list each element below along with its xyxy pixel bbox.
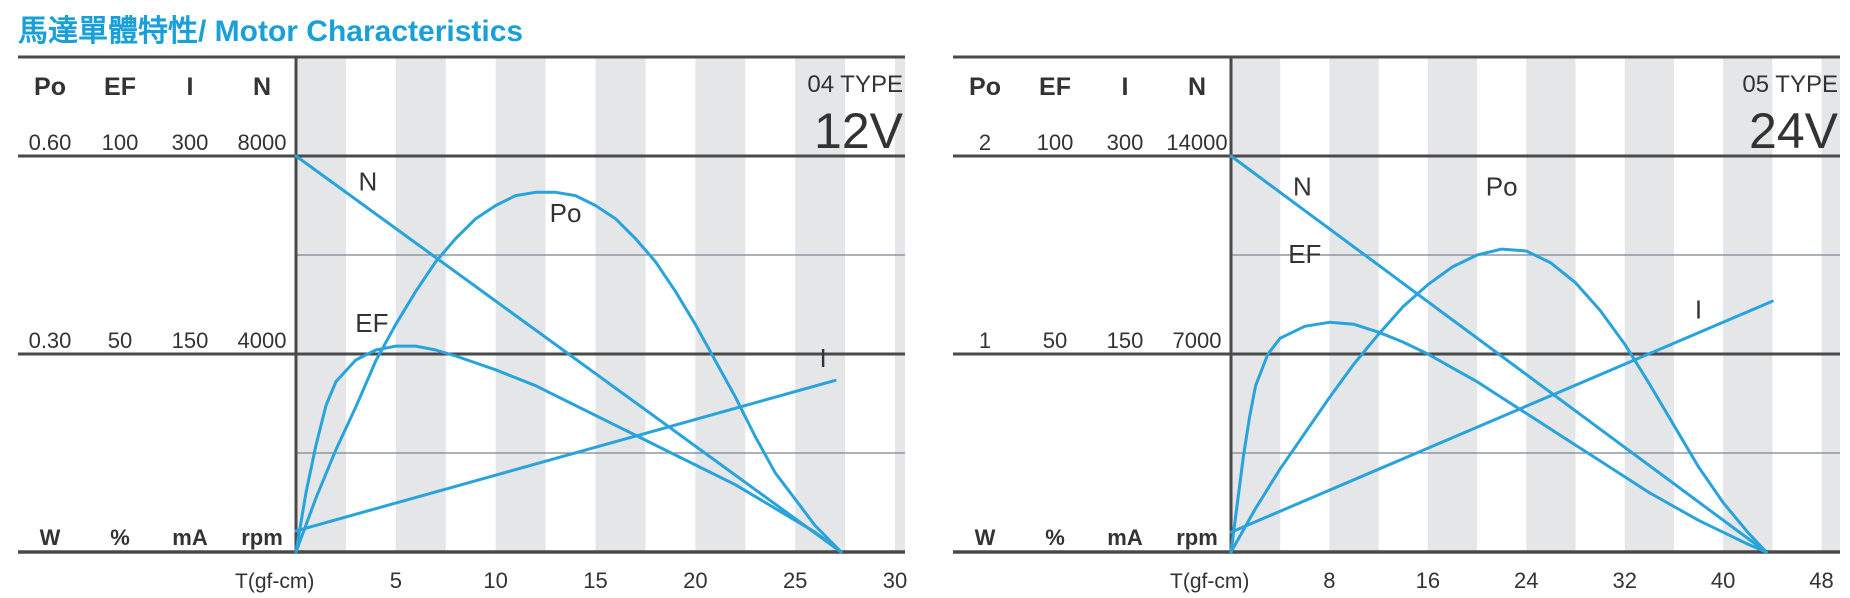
grid-stripe: [1231, 57, 1281, 552]
axis-header-po: Po: [34, 73, 66, 101]
series-po-label: Po: [550, 198, 582, 228]
x-tick-label: 24: [1514, 568, 1538, 593]
axis-mid-label: 150: [172, 328, 209, 353]
x-tick-label: 16: [1416, 568, 1440, 593]
series-po-label: Po: [1486, 172, 1518, 202]
axis-max-label: 2: [979, 130, 991, 155]
axis-mid-label: 4000: [238, 328, 287, 353]
grid-stripe: [1624, 57, 1674, 552]
x-tick-label: 25: [783, 568, 807, 593]
series-n-line: [1229, 154, 1768, 554]
axis-max-label: 14000: [1166, 130, 1227, 155]
axis-max-label: 300: [172, 130, 209, 155]
axis-unit-%: %: [110, 525, 130, 550]
series-n-label: N: [358, 167, 377, 197]
grid-stripe: [795, 57, 846, 552]
series-i-line: [1229, 299, 1774, 534]
x-tick-label: 40: [1711, 568, 1735, 593]
axis-header-i: I: [187, 73, 194, 101]
axis-header-po: Po: [969, 73, 1001, 101]
axis-mid-label: 50: [1043, 328, 1067, 353]
grid-stripe: [895, 57, 905, 552]
series-po-line: [1229, 247, 1768, 554]
series-ef-line: [1229, 320, 1768, 554]
axis-mid-label: 150: [1107, 328, 1144, 353]
grid-stripe: [1427, 57, 1478, 552]
axis-max-label: 100: [102, 130, 139, 155]
series-i-label: I: [1695, 294, 1702, 324]
series-i-line: [294, 378, 837, 533]
series-ef-label: EF: [355, 308, 388, 338]
series-n-label: N: [1293, 172, 1312, 202]
chart-04-type: Po EF I N 0.60 100 300 8000 0.30 50 150 4000 W% mA rpm…: [18, 55, 907, 593]
series-po-line: [294, 190, 843, 554]
grid-stripe: [1821, 57, 1840, 552]
grid-stripe: [495, 57, 546, 552]
axis-max-label: 300: [1107, 130, 1144, 155]
grid-stripe: [1526, 57, 1576, 552]
x-tick-label: 30: [883, 568, 907, 593]
voltage-label: 12V: [814, 103, 904, 159]
x-axis-title: T(gf-cm): [235, 570, 314, 593]
axis-header-ef: EF: [104, 73, 136, 101]
axis-unit-rpm: rpm: [1176, 525, 1218, 550]
axis-mid-label: 7000: [1173, 328, 1222, 353]
axis-unit-w: W: [975, 525, 996, 550]
axis-max-label: 100: [1037, 130, 1074, 155]
axis-unit-%: %: [1045, 525, 1065, 550]
type-label: 05 TYPE: [1742, 71, 1838, 98]
axis-header-n: N: [1188, 73, 1206, 101]
axis-max-label: 0.60: [29, 130, 72, 155]
grid-stripe: [395, 57, 446, 552]
axis-unit-ma: mA: [1107, 525, 1143, 550]
x-tick-label: 8: [1323, 568, 1335, 593]
axis-mid-label: 0.30: [29, 328, 72, 353]
x-axis-title: T(gf-cm): [1170, 570, 1249, 593]
x-tick-label: 10: [483, 568, 507, 593]
axis-header-i: I: [1122, 73, 1129, 101]
series-ef-line: [294, 344, 843, 554]
axis-unit-ma: mA: [172, 525, 208, 550]
series-ef-label: EF: [1288, 239, 1321, 269]
type-label: 04 TYPE: [807, 71, 903, 98]
axis-mid-label: 1: [979, 328, 991, 353]
grid-stripe: [595, 57, 646, 552]
axis-header-ef: EF: [1039, 73, 1071, 101]
x-tick-label: 5: [390, 568, 402, 593]
axis-mid-label: 50: [108, 328, 132, 353]
axis-header-n: N: [253, 73, 271, 101]
axis-unit-rpm: rpm: [241, 525, 283, 550]
series-n-line: [294, 154, 843, 554]
grid-stripe: [1329, 57, 1379, 552]
x-tick-label: 32: [1612, 568, 1636, 593]
page-title: 馬達單體特性/ Motor Characteristics: [18, 15, 524, 48]
series-i-label: I: [820, 343, 827, 373]
x-tick-label: 15: [583, 568, 607, 593]
axis-max-label: 8000: [238, 130, 287, 155]
voltage-label: 24V: [1749, 103, 1839, 159]
x-tick-label: 48: [1809, 568, 1833, 593]
grid-stripe: [296, 57, 346, 552]
axis-unit-w: W: [40, 525, 61, 550]
x-tick-label: 20: [683, 568, 707, 593]
